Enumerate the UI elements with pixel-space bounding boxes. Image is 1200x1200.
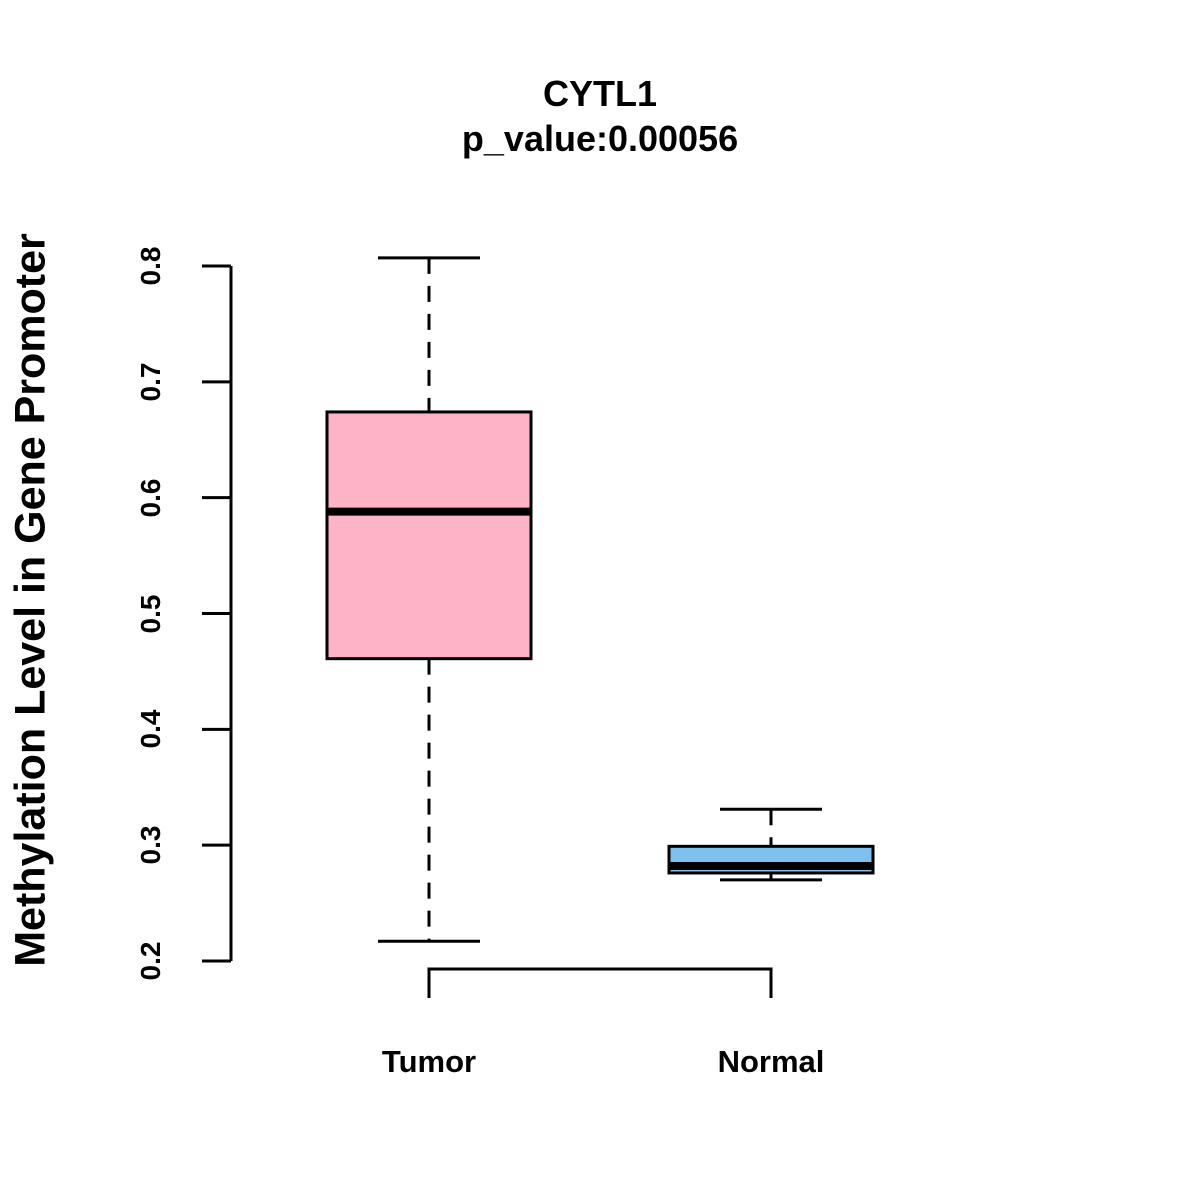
chart-title: CYTL1: [542, 73, 657, 114]
chart-subtitle: p_value:0.00056: [461, 118, 739, 159]
x-tick-label-normal: Normal: [717, 1044, 825, 1079]
y-tick-label: 0.2: [135, 941, 166, 981]
box-normal: [667, 807, 875, 882]
y-tick-label: 0.5: [135, 594, 166, 633]
significance-bracket: [427, 967, 773, 998]
bracket-line: [427, 967, 773, 998]
y-tick-label: 0.7: [135, 362, 166, 402]
boxes: [325, 256, 875, 943]
x-tick-label-tumor: Tumor: [381, 1044, 477, 1079]
y-tick-label: 0.4: [135, 709, 166, 749]
y-axis: [202, 264, 233, 963]
y-tick-label: 0.3: [135, 825, 166, 865]
iqr-box: [325, 410, 533, 661]
box-tumor: [325, 256, 533, 943]
y-tick-label: 0.6: [135, 478, 166, 518]
y-tick-label: 0.8: [135, 246, 166, 286]
y-axis-label: Methylation Level in Gene Promoter: [6, 233, 55, 967]
